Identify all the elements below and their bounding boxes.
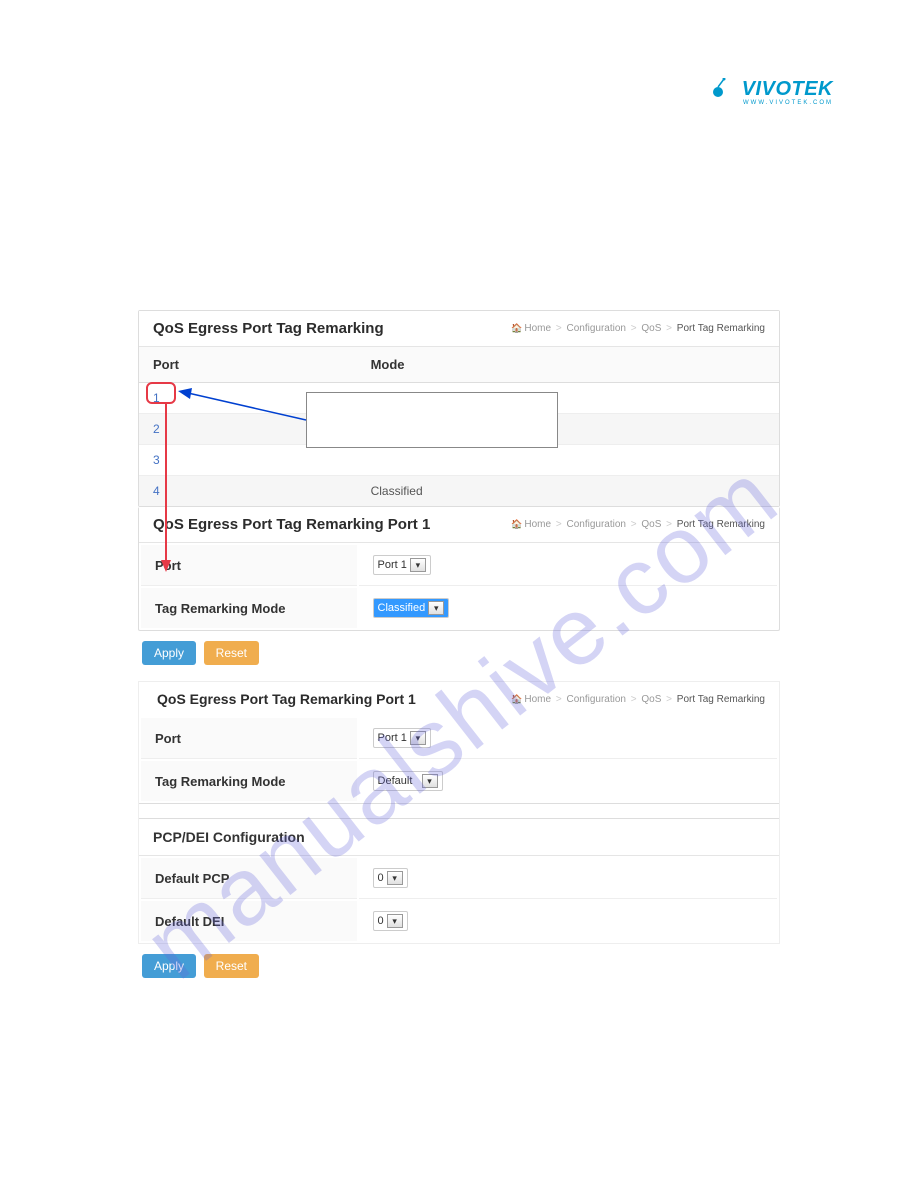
apply-button[interactable]: Apply xyxy=(142,954,196,978)
reset-button[interactable]: Reset xyxy=(204,641,259,665)
mode-label: Tag Remarking Mode xyxy=(141,761,357,801)
page-title: QoS Egress Port Tag Remarking Port 1 xyxy=(153,516,430,533)
port-select[interactable]: Port 1▾ xyxy=(373,728,431,748)
chevron-down-icon: ▾ xyxy=(428,601,444,615)
default-pcp-label: Default PCP xyxy=(141,858,357,899)
annotation-highlight-box xyxy=(146,382,176,404)
apply-button[interactable]: Apply xyxy=(142,641,196,665)
pcp-dei-header: PCP/DEI Configuration xyxy=(139,818,779,856)
chevron-down-icon: ▾ xyxy=(387,871,403,885)
logo-icon xyxy=(708,78,728,98)
mode-cell: Classified xyxy=(357,476,779,507)
breadcrumb-home[interactable]: Home xyxy=(524,519,551,530)
breadcrumb-home[interactable]: Home xyxy=(524,694,551,705)
config-form: Port Port 1▾ Tag Remarking Mode Default … xyxy=(139,716,779,803)
breadcrumb-configuration[interactable]: Configuration xyxy=(566,519,625,530)
mode-select[interactable]: Classified▾ xyxy=(373,598,450,618)
table-row: 4 Classified xyxy=(139,476,779,507)
breadcrumb-qos[interactable]: QoS xyxy=(641,519,661,530)
col-mode: Mode xyxy=(357,347,779,383)
breadcrumb-qos[interactable]: QoS xyxy=(641,694,661,705)
chevron-down-icon: ▾ xyxy=(422,774,438,788)
port-config-panel-default: QoS Egress Port Tag Remarking Port 1 Hom… xyxy=(138,681,780,944)
port-config-panel-classified: QoS Egress Port Tag Remarking Port 1 Hom… xyxy=(138,507,780,631)
chevron-down-icon: ▾ xyxy=(410,558,426,572)
breadcrumb: Home > Configuration > QoS > Port Tag Re… xyxy=(511,694,765,705)
mode-select[interactable]: Default ▾ xyxy=(373,771,443,791)
home-icon[interactable] xyxy=(511,323,524,334)
table-row: 3 xyxy=(139,445,779,476)
mode-cell xyxy=(357,445,779,476)
breadcrumb-configuration[interactable]: Configuration xyxy=(566,694,625,705)
breadcrumb-configuration[interactable]: Configuration xyxy=(566,323,625,334)
default-pcp-select[interactable]: 0▾ xyxy=(373,868,408,888)
logo-subtitle: WWW.VIVOTEK.COM xyxy=(743,100,833,106)
mode-label: Tag Remarking Mode xyxy=(141,588,357,628)
port-link-2[interactable]: 2 xyxy=(153,422,160,436)
logo-text: VIVOTEK xyxy=(742,78,833,101)
home-icon[interactable] xyxy=(511,519,524,530)
page-title: QoS Egress Port Tag Remarking Port 1 xyxy=(153,691,416,707)
config-form: Port Port 1▾ Tag Remarking Mode Classifi… xyxy=(139,543,779,630)
breadcrumb-qos[interactable]: QoS xyxy=(641,323,661,334)
port-label: Port xyxy=(141,545,357,586)
chevron-down-icon: ▾ xyxy=(387,914,403,928)
reset-button[interactable]: Reset xyxy=(204,954,259,978)
default-dei-label: Default DEI xyxy=(141,901,357,941)
default-dei-select[interactable]: 0▾ xyxy=(373,911,408,931)
breadcrumb-current: Port Tag Remarking xyxy=(677,694,765,705)
breadcrumb-current: Port Tag Remarking xyxy=(677,519,765,530)
port-select[interactable]: Port 1▾ xyxy=(373,555,431,575)
chevron-down-icon: ▾ xyxy=(410,731,426,745)
port-label: Port xyxy=(141,718,357,759)
annotation-callout-box xyxy=(306,392,558,448)
home-icon[interactable] xyxy=(511,694,524,705)
col-port: Port xyxy=(139,347,357,383)
breadcrumb: Home > Configuration > QoS > Port Tag Re… xyxy=(511,519,765,530)
breadcrumb-home[interactable]: Home xyxy=(524,323,551,334)
page-title: QoS Egress Port Tag Remarking xyxy=(153,320,384,337)
breadcrumb-current: Port Tag Remarking xyxy=(677,323,765,334)
pcp-dei-form: Default PCP 0▾ Default DEI 0▾ xyxy=(139,856,779,943)
breadcrumb: Home > Configuration > QoS > Port Tag Re… xyxy=(511,323,765,334)
port-link-3[interactable]: 3 xyxy=(153,453,160,467)
port-link-4[interactable]: 4 xyxy=(153,484,160,498)
